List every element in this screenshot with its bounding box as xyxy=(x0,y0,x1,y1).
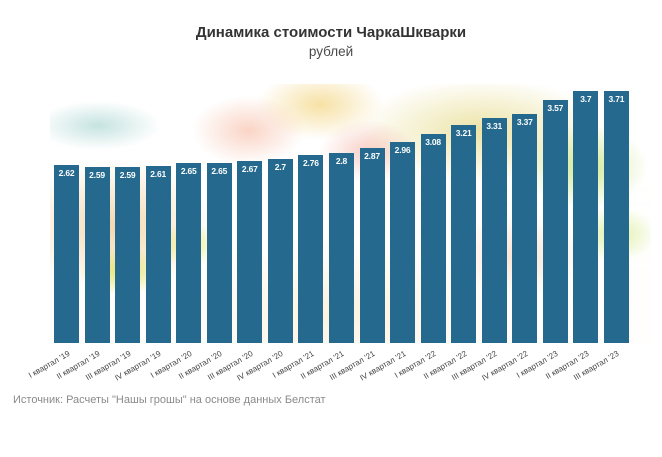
bar: 2.65 xyxy=(176,163,202,343)
bar-value-label: 3.7 xyxy=(580,94,592,104)
bar: 2.96 xyxy=(390,142,416,343)
bar-value-label: 2.62 xyxy=(58,168,75,178)
infographic-canvas: Динамика стоимости ЧаркаШкварки рублей 2… xyxy=(13,24,651,406)
bar-value-label: 2.7 xyxy=(274,162,286,172)
bar: 2.87 xyxy=(359,148,385,343)
bar: 3.31 xyxy=(481,118,507,343)
chart-subtitle: рублей xyxy=(308,44,354,59)
bar: 2.8 xyxy=(328,153,354,343)
bar-value-label: 2.8 xyxy=(335,156,348,166)
bar-value-label: 2.59 xyxy=(119,170,136,180)
bar: 3.37 xyxy=(512,114,538,343)
bar: 3.21 xyxy=(451,125,477,343)
bar-value-label: 3.71 xyxy=(608,94,625,104)
bar: 2.61 xyxy=(145,166,171,343)
bar: 3.08 xyxy=(420,134,446,343)
bar: 2.76 xyxy=(298,155,324,343)
bar-value-label: 2.96 xyxy=(394,145,411,155)
bar: 2.65 xyxy=(206,163,232,343)
bar-value-label: 3.37 xyxy=(516,117,533,127)
bar: 2.59 xyxy=(115,167,141,343)
bar: 2.67 xyxy=(237,161,263,343)
bar: 3.7 xyxy=(573,91,599,343)
source-note: Источник: Расчеты "Нашы грошы" на основе… xyxy=(13,394,326,406)
bar-value-label: 3.57 xyxy=(547,103,564,113)
bar-value-label: 2.65 xyxy=(180,166,197,176)
bar-value-label: 2.67 xyxy=(241,164,258,174)
bar-value-label: 2.65 xyxy=(211,166,228,176)
chart-title: Динамика стоимости ЧаркаШкварки xyxy=(195,24,467,41)
bar: 2.7 xyxy=(267,159,293,343)
bar-value-label: 2.76 xyxy=(303,158,319,168)
bar: 2.62 xyxy=(54,165,79,343)
bar: 2.59 xyxy=(84,167,110,343)
bar-value-label: 2.87 xyxy=(364,151,380,161)
plot-area: 2.62 2.59 2.59 2.61 2.65 2.65 2.67 2.7 2.76 2.8 2.… xyxy=(50,84,651,343)
bar-value-label: 2.61 xyxy=(150,169,167,179)
bar-value-label: 3.08 xyxy=(425,137,441,147)
bar-value-label: 3.21 xyxy=(455,128,472,138)
bar: 3.71 xyxy=(603,91,629,343)
bar-value-label: 2.59 xyxy=(89,170,105,180)
bar: 3.57 xyxy=(542,100,568,343)
bar-value-label: 3.31 xyxy=(486,121,503,131)
